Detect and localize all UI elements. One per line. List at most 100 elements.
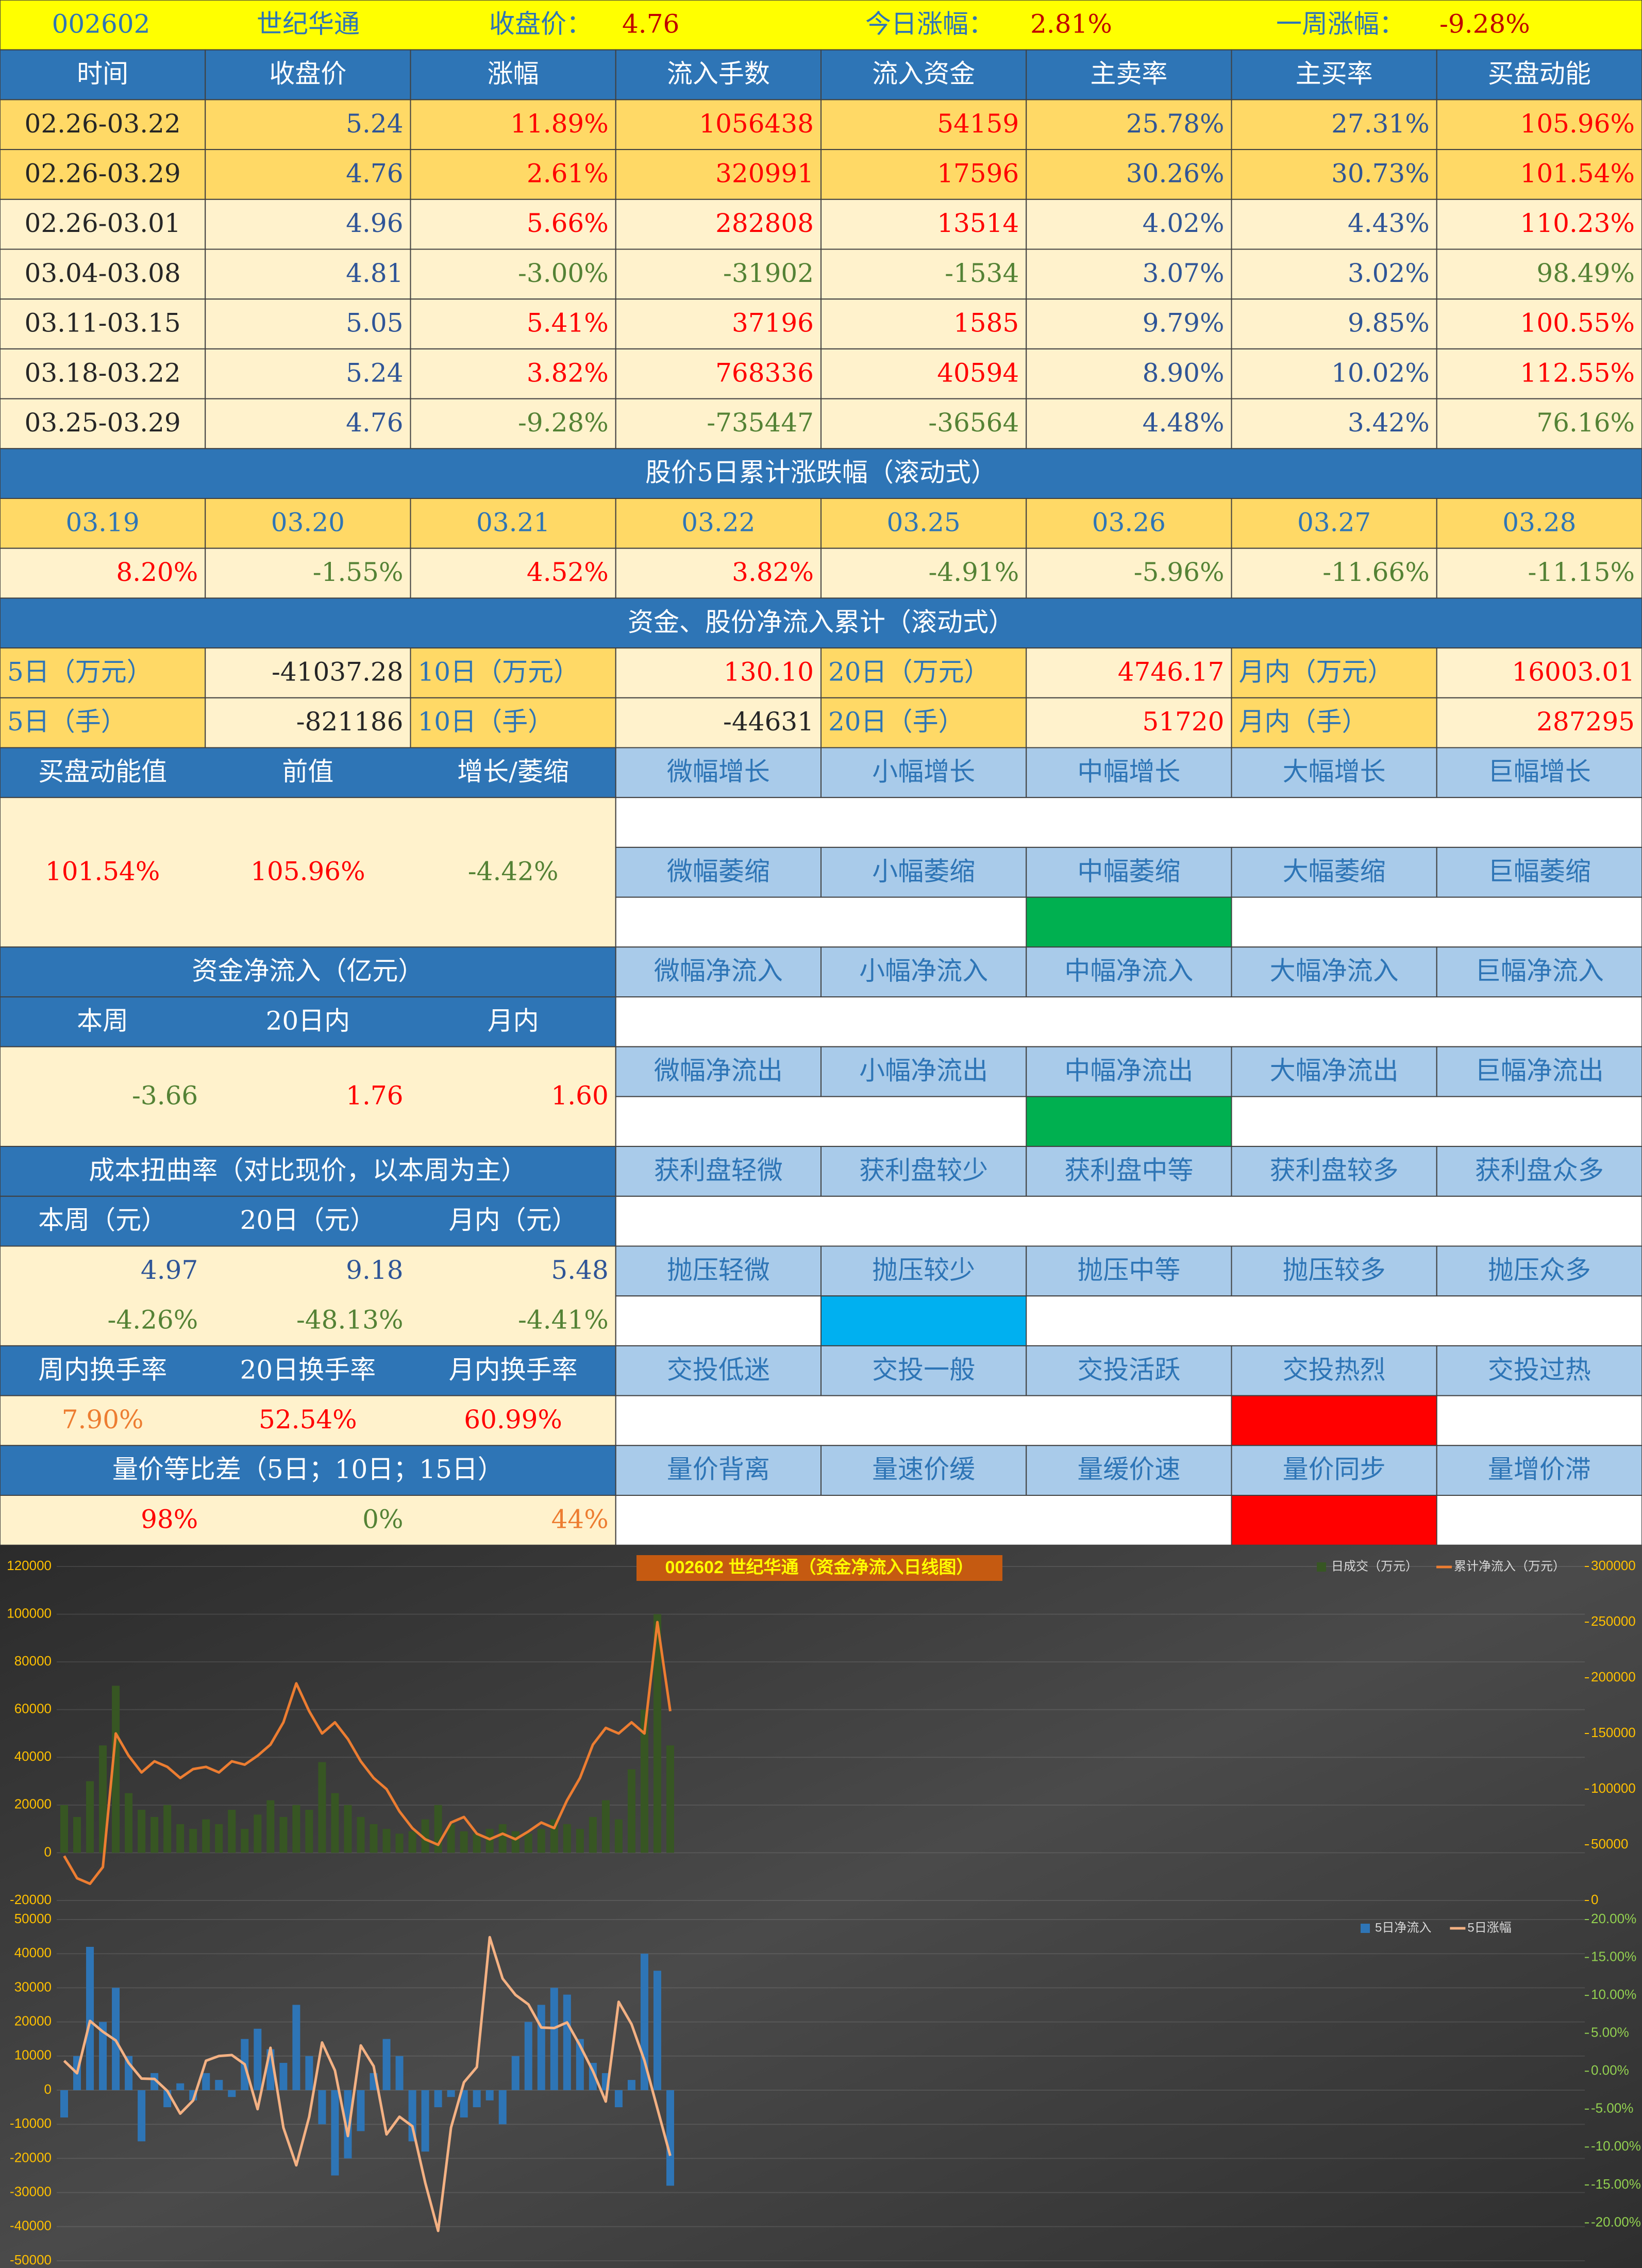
cell bbox=[410, 149, 616, 200]
cell bbox=[1436, 248, 1642, 300]
column-header-text: 流入资金 bbox=[872, 59, 975, 89]
y-tick-label: -30000 bbox=[10, 2183, 52, 2199]
panel-header-text: 20日（元） bbox=[240, 1205, 376, 1235]
header-week-label: 一周涨幅： bbox=[1276, 9, 1405, 39]
signal-text: 交投一般 bbox=[872, 1355, 975, 1385]
section-title bbox=[0, 448, 1642, 499]
bar bbox=[305, 1810, 313, 1853]
header-today: 2.81% bbox=[1030, 9, 1112, 39]
legend-swatch bbox=[1361, 1924, 1370, 1933]
bar bbox=[498, 2090, 507, 2125]
signal-label bbox=[1231, 1445, 1437, 1496]
panel-body bbox=[0, 1046, 616, 1147]
cell-text: 4.81 bbox=[346, 258, 403, 288]
bar bbox=[331, 1793, 339, 1853]
chart-background bbox=[0, 1545, 1642, 2268]
cell bbox=[1231, 99, 1437, 151]
value-text: 8.20% bbox=[116, 557, 198, 587]
signal-highlight bbox=[1231, 1495, 1437, 1546]
panel-header bbox=[0, 1195, 616, 1247]
signal-text: 获利盘中等 bbox=[1064, 1155, 1193, 1185]
date-text: 03.27 bbox=[1297, 507, 1371, 537]
panel-header-text: 20日内 bbox=[266, 1006, 350, 1036]
chart-title: 002602 世纪华通（资金净流入日线图） bbox=[665, 1557, 974, 1577]
value-text: -821186 bbox=[296, 707, 404, 737]
y-tick-label: 120000 bbox=[7, 1558, 52, 1573]
bar bbox=[344, 2090, 352, 2159]
label-text: 10日（万元） bbox=[418, 657, 580, 687]
cell bbox=[1436, 198, 1642, 250]
label-text: 20日（手） bbox=[828, 707, 964, 737]
bar bbox=[305, 2056, 313, 2090]
y-tick-label: 0 bbox=[44, 1844, 52, 1859]
y2-tick-label: 150000 bbox=[1591, 1725, 1636, 1740]
cell bbox=[0, 547, 206, 599]
bar bbox=[163, 1805, 172, 1853]
signal-label bbox=[1026, 846, 1232, 898]
signal-label bbox=[615, 1046, 822, 1097]
signal-label bbox=[615, 846, 822, 898]
bar bbox=[666, 1745, 674, 1853]
cell bbox=[820, 198, 1027, 250]
column-header-text: 收盘价 bbox=[269, 59, 346, 89]
panel-value: 52.54% bbox=[259, 1405, 357, 1435]
cell bbox=[1026, 298, 1232, 349]
signal-label bbox=[1026, 747, 1232, 798]
cell bbox=[1436, 647, 1642, 698]
cell-text: 4.02% bbox=[1143, 208, 1225, 238]
header-close: 4.76 bbox=[622, 9, 679, 39]
bar bbox=[447, 2090, 455, 2097]
cell-text: -1534 bbox=[945, 258, 1019, 288]
bar bbox=[614, 1819, 623, 1853]
cell bbox=[205, 697, 411, 748]
cell bbox=[1231, 198, 1437, 250]
signal-text: 中幅增长 bbox=[1077, 757, 1180, 787]
signal-text: 交投热烈 bbox=[1283, 1355, 1386, 1385]
header-code: 002602 bbox=[52, 9, 150, 39]
date-text: 03.21 bbox=[476, 507, 550, 537]
header-close-label: 收盘价： bbox=[489, 9, 592, 39]
signal-label bbox=[820, 1146, 1027, 1197]
panel-value: 105.96% bbox=[250, 856, 365, 886]
bar bbox=[279, 1817, 288, 1853]
value-text: 287295 bbox=[1536, 707, 1635, 737]
label-text: 10日（手） bbox=[418, 707, 554, 737]
bar bbox=[653, 1614, 661, 1853]
signal-text: 微幅增长 bbox=[667, 757, 770, 787]
cell bbox=[1436, 348, 1642, 399]
signal-text: 小幅萎缩 bbox=[872, 856, 975, 886]
cell bbox=[205, 647, 411, 698]
cell-text: 02.26-03.29 bbox=[25, 158, 181, 188]
cell-text: 9.85% bbox=[1348, 308, 1430, 338]
cell bbox=[1026, 198, 1232, 250]
bar bbox=[524, 1833, 532, 1853]
signal-label bbox=[1436, 1345, 1642, 1396]
cell-text: 76.16% bbox=[1536, 408, 1635, 438]
signal-label bbox=[1026, 1345, 1232, 1396]
value-text: -1.55% bbox=[313, 557, 404, 587]
cell-text: 17596 bbox=[937, 158, 1019, 188]
y2-tick-label: 5.00% bbox=[1591, 2025, 1629, 2040]
signal-text: 抛压较少 bbox=[872, 1255, 975, 1285]
bar bbox=[395, 2056, 404, 2090]
signal-text: 大幅净流入 bbox=[1270, 956, 1399, 986]
panel-value: -4.42% bbox=[468, 856, 559, 886]
signal-label bbox=[1231, 747, 1437, 798]
panel-title bbox=[0, 1146, 616, 1197]
signal-text: 量缓价速 bbox=[1077, 1455, 1180, 1485]
cell bbox=[820, 697, 1027, 748]
signal-label bbox=[615, 1345, 822, 1396]
panel-title-text: 量价等比差（5日；10日；15日） bbox=[112, 1455, 504, 1485]
bar bbox=[601, 1800, 610, 1853]
cell bbox=[820, 248, 1027, 300]
cell bbox=[0, 298, 206, 349]
cell bbox=[0, 647, 206, 698]
bar bbox=[550, 1988, 558, 2090]
cell bbox=[0, 498, 206, 549]
y-tick-label: 20000 bbox=[14, 2013, 52, 2028]
cell bbox=[205, 248, 411, 300]
cell bbox=[1231, 547, 1437, 599]
panel-header bbox=[0, 1345, 616, 1396]
cell bbox=[1231, 298, 1437, 349]
cell-text: -9.28% bbox=[518, 408, 609, 438]
